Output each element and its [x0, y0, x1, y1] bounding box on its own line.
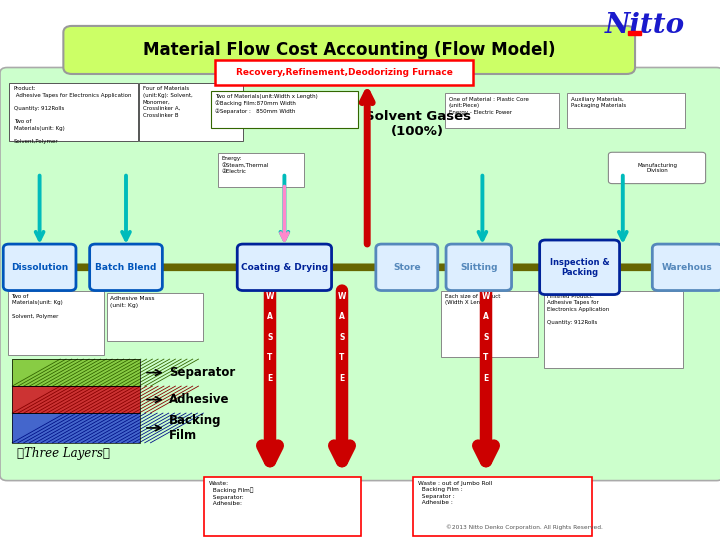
- FancyBboxPatch shape: [0, 68, 720, 481]
- Text: Two of Materials(unit:Width x Length)
①Backing Film:870mm Width
②Separator :   8: Two of Materials(unit:Width x Length) ①B…: [215, 94, 318, 114]
- FancyBboxPatch shape: [204, 477, 361, 536]
- Text: Auxiliary Materials,
Packaging Materials: Auxiliary Materials, Packaging Materials: [571, 97, 626, 108]
- Text: 《Three Layers》: 《Three Layers》: [17, 447, 109, 460]
- Text: Adhesive: Adhesive: [169, 393, 230, 406]
- Text: Each size of Product
(Width X Length): Each size of Product (Width X Length): [445, 294, 500, 305]
- Bar: [12, 386, 140, 413]
- Text: S: S: [483, 333, 489, 342]
- FancyBboxPatch shape: [441, 291, 538, 357]
- Text: One of Material : Plastic Core
(unit:Piece)
Energy - Electric Power: One of Material : Plastic Core (unit:Pie…: [449, 97, 528, 115]
- Text: W: W: [482, 292, 490, 301]
- FancyBboxPatch shape: [215, 60, 473, 85]
- Text: Backing
Film: Backing Film: [169, 414, 222, 442]
- Bar: [12, 413, 140, 443]
- Text: Inspection &
Packing: Inspection & Packing: [550, 258, 609, 276]
- Text: Two of
Materials(unit: Kg)

Solvent, Polymer: Two of Materials(unit: Kg) Solvent, Poly…: [12, 294, 62, 319]
- Text: Coating & Drying: Coating & Drying: [240, 263, 328, 272]
- Text: T: T: [483, 353, 489, 362]
- Text: S: S: [339, 333, 345, 342]
- Text: Four of Materials
(unit:Kg): Solvent,
Monomer,
Crosslinker A,
Crosslinker B: Four of Materials (unit:Kg): Solvent, Mo…: [143, 86, 192, 118]
- Text: Energy:
①Steam,Thermal
②Electric: Energy: ①Steam,Thermal ②Electric: [222, 156, 269, 174]
- FancyBboxPatch shape: [567, 93, 685, 128]
- FancyBboxPatch shape: [3, 244, 76, 291]
- FancyBboxPatch shape: [446, 244, 511, 291]
- FancyBboxPatch shape: [107, 293, 203, 341]
- Text: W: W: [266, 292, 274, 301]
- Text: Waste:
  Backing Film･
  Separator:
  Adhesibe:: Waste: Backing Film･ Separator: Adhesibe…: [209, 481, 253, 506]
- Text: A: A: [483, 312, 489, 321]
- Bar: [12, 386, 140, 413]
- Bar: [628, 31, 641, 35]
- Text: Nitto: Nitto: [604, 12, 685, 39]
- Text: T: T: [267, 353, 273, 362]
- Text: A: A: [267, 312, 273, 321]
- Text: Slitting: Slitting: [460, 263, 498, 272]
- FancyBboxPatch shape: [63, 26, 635, 74]
- Text: Dissolution: Dissolution: [11, 263, 68, 272]
- Text: W: W: [338, 292, 346, 301]
- FancyBboxPatch shape: [413, 477, 592, 536]
- FancyBboxPatch shape: [540, 240, 620, 295]
- FancyBboxPatch shape: [445, 93, 559, 128]
- Bar: [12, 359, 140, 386]
- FancyBboxPatch shape: [9, 83, 138, 141]
- Text: Store: Store: [393, 263, 420, 272]
- FancyBboxPatch shape: [218, 153, 304, 187]
- Bar: [12, 413, 140, 443]
- Text: Separator: Separator: [169, 366, 235, 379]
- Text: E: E: [483, 374, 489, 383]
- FancyBboxPatch shape: [544, 291, 683, 368]
- Text: Manufacturing
Division: Manufacturing Division: [637, 163, 678, 173]
- Text: Waste : out of Jumbo Roll
  Backing Film :
  Separator :
  Adhesibe :: Waste : out of Jumbo Roll Backing Film :…: [418, 481, 492, 505]
- Text: E: E: [339, 374, 345, 383]
- Text: Finished Product:
Adhesive Tapes for
Electronics Application

Quantity: 912Rolls: Finished Product: Adhesive Tapes for Ele…: [547, 294, 609, 325]
- Text: Solvent Gases
(100%): Solvent Gases (100%): [364, 110, 471, 138]
- Text: Material Flow Cost Accounting (Flow Model): Material Flow Cost Accounting (Flow Mode…: [143, 40, 555, 59]
- FancyBboxPatch shape: [89, 244, 162, 291]
- Text: Product:
 Adhesive Tapes for Electronics Application

Quantity: 912Rolls

Two of: Product: Adhesive Tapes for Electronics …: [14, 86, 131, 144]
- FancyBboxPatch shape: [139, 83, 243, 141]
- FancyBboxPatch shape: [608, 152, 706, 184]
- Bar: [12, 359, 140, 386]
- Text: T: T: [339, 353, 345, 362]
- FancyBboxPatch shape: [211, 91, 358, 128]
- FancyBboxPatch shape: [8, 291, 104, 355]
- FancyBboxPatch shape: [238, 244, 331, 291]
- Text: Batch Blend: Batch Blend: [95, 263, 157, 272]
- Text: Adhesive Mass
(unit: Kg): Adhesive Mass (unit: Kg): [110, 296, 155, 308]
- Text: Warehous: Warehous: [662, 263, 713, 272]
- Text: ©2013 Nitto Denko Corporation. All Rights Reserved.: ©2013 Nitto Denko Corporation. All Right…: [446, 525, 603, 530]
- FancyBboxPatch shape: [652, 244, 720, 291]
- Text: A: A: [339, 312, 345, 321]
- FancyBboxPatch shape: [376, 244, 438, 291]
- Text: E: E: [267, 374, 273, 383]
- Text: Recovery,Refinement,Deodorizing Furnace: Recovery,Refinement,Deodorizing Furnace: [235, 68, 453, 77]
- Text: S: S: [267, 333, 273, 342]
